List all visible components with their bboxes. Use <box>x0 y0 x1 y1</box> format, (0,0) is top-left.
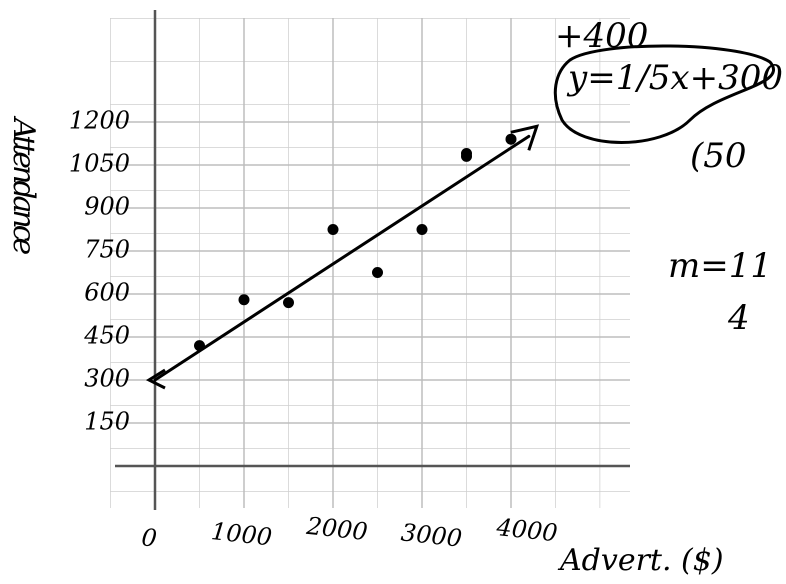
y-tick-label: 450 <box>83 322 130 350</box>
data-point <box>239 294 250 305</box>
x-tick-label: 1000 <box>210 517 274 551</box>
annotation: (50 <box>690 136 747 176</box>
data-point <box>194 340 205 351</box>
page: 150 300 450 600 750 900 1050 1200 0 1000 2000 3000 4… <box>0 0 786 584</box>
annotation: y=1/5x+300 <box>566 58 783 98</box>
data-point <box>372 267 383 278</box>
annotation: m=11 <box>668 246 772 286</box>
x-tick-label: 3000 <box>400 518 464 552</box>
y-tick-label: 1050 <box>69 150 130 178</box>
y-tick-label: 1200 <box>69 107 130 135</box>
y-tick-label: 600 <box>84 279 130 307</box>
x-tick-label: 4000 <box>494 513 559 547</box>
chart: 150 300 450 600 750 900 1050 1200 0 1000 2000 3000 4… <box>0 0 786 584</box>
y-tick-label: 300 <box>84 365 130 393</box>
x-tick-label: 2000 <box>304 512 369 546</box>
y-tick-label: 150 <box>84 408 130 436</box>
y-axis-label: Attendance <box>6 115 41 255</box>
data-point <box>328 224 339 235</box>
data-point <box>506 134 517 145</box>
data-point <box>461 151 472 162</box>
y-tick-label: 750 <box>84 236 130 264</box>
data-point <box>283 297 294 308</box>
data-point <box>417 224 428 235</box>
x-axis-label: Advert. ($) <box>557 543 724 578</box>
grid-background <box>110 18 630 508</box>
annotation: 4 <box>727 298 750 338</box>
y-tick-label: 900 <box>84 193 130 221</box>
x-tick-label: 0 <box>140 523 158 552</box>
